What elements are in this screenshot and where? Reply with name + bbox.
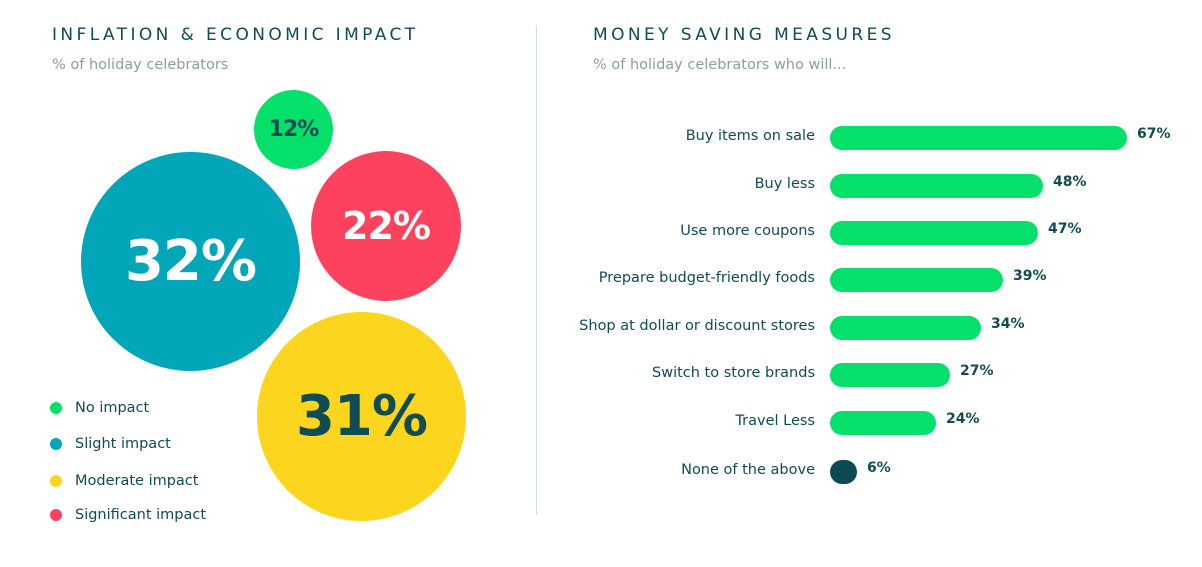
left-panel-title: INFLATION & ECONOMIC IMPACT	[52, 25, 419, 45]
bar-label-buy-less: Buy less	[754, 176, 815, 192]
panel-divider	[536, 25, 537, 515]
bar-row-shop-at-dollar-or-discount-stores: Shop at dollar or discount stores 34%	[540, 315, 1202, 341]
bubble-significant-impact-value: 22%	[342, 204, 431, 248]
legend-dot-no-impact	[50, 402, 62, 414]
bubble-no-impact-value: 12%	[268, 117, 320, 142]
legend-item-no-impact: No impact	[50, 398, 149, 418]
bar-row-buy-items-on-sale: Buy items on sale 67%	[540, 125, 1202, 151]
bar-value-switch-to-store-brands: 27%	[960, 363, 994, 379]
legend-dot-significant-impact	[50, 509, 62, 521]
bubble-significant-impact: 22%	[311, 151, 461, 301]
bubble-moderate-impact: 31%	[257, 312, 466, 521]
money-saving-bar-chart: Buy items on sale 67% Buy less 48% Use more …	[540, 100, 1202, 510]
bar-label-buy-items-on-sale: Buy items on sale	[685, 128, 815, 144]
legend-label-significant-impact: Significant impact	[75, 507, 207, 523]
bar-label-prepare-budget-friendly-foods: Prepare budget-friendly foods	[598, 270, 815, 286]
legend-dot-slight-impact	[50, 438, 62, 450]
bubble-slight-impact-value: 32%	[124, 229, 257, 294]
bar-row-prepare-budget-friendly-foods: Prepare budget-friendly foods 39%	[540, 267, 1202, 293]
bar-shop-at-dollar-or-discount-stores	[830, 316, 981, 340]
bar-travel-less	[830, 411, 936, 435]
bar-value-buy-items-on-sale: 67%	[1137, 126, 1171, 142]
legend-item-slight-impact: Slight impact	[50, 434, 171, 454]
legend-label-slight-impact: Slight impact	[75, 436, 171, 452]
bar-row-none-of-the-above: None of the above 6%	[540, 459, 1202, 485]
bar-label-none-of-the-above: None of the above	[681, 462, 815, 478]
right-panel-title: MONEY SAVING MEASURES	[593, 25, 895, 45]
bar-label-switch-to-store-brands: Switch to store brands	[652, 365, 815, 381]
left-panel-subtitle: % of holiday celebrators	[52, 57, 229, 73]
bar-row-switch-to-store-brands: Switch to store brands 27%	[540, 362, 1202, 388]
bar-row-travel-less: Travel Less 24%	[540, 410, 1202, 436]
bar-buy-less	[830, 174, 1043, 198]
bar-value-travel-less: 24%	[946, 411, 980, 427]
bubble-slight-impact: 32%	[81, 152, 300, 371]
legend-item-moderate-impact: Moderate impact	[50, 471, 198, 491]
bar-none-of-the-above	[830, 460, 857, 484]
bar-row-use-more-coupons: Use more coupons 47%	[540, 220, 1202, 246]
bar-use-more-coupons	[830, 221, 1038, 245]
bar-label-travel-less: Travel Less	[735, 413, 815, 429]
bar-label-use-more-coupons: Use more coupons	[680, 223, 815, 239]
bubble-moderate-impact-value: 31%	[295, 384, 428, 449]
bar-prepare-budget-friendly-foods	[830, 268, 1003, 292]
bubble-no-impact: 12%	[254, 90, 333, 169]
legend-dot-moderate-impact	[50, 475, 62, 487]
legend-label-no-impact: No impact	[75, 400, 150, 416]
right-panel-subtitle: % of holiday celebrators who will...	[593, 57, 847, 73]
bar-buy-items-on-sale	[830, 126, 1127, 150]
bar-value-prepare-budget-friendly-foods: 39%	[1013, 268, 1047, 284]
bar-row-buy-less: Buy less 48%	[540, 173, 1202, 199]
bar-value-none-of-the-above: 6%	[867, 460, 891, 476]
bar-value-use-more-coupons: 47%	[1048, 221, 1082, 237]
legend-label-moderate-impact: Moderate impact	[75, 473, 199, 489]
bar-label-shop-at-dollar-or-discount-stores: Shop at dollar or discount stores	[579, 318, 815, 334]
legend-item-significant-impact: Significant impact	[50, 505, 206, 525]
bar-value-buy-less: 48%	[1053, 174, 1087, 190]
bar-value-shop-at-dollar-or-discount-stores: 34%	[991, 316, 1025, 332]
bar-switch-to-store-brands	[830, 363, 950, 387]
